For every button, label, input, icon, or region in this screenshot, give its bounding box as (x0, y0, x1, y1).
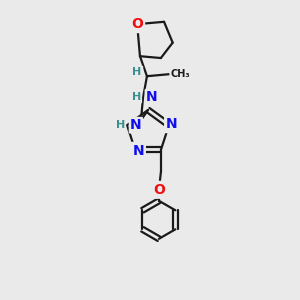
Text: N: N (130, 118, 142, 132)
Text: H: H (132, 92, 141, 102)
Text: N: N (132, 144, 144, 158)
Text: CH₃: CH₃ (171, 69, 190, 79)
Text: H: H (116, 120, 125, 130)
Text: N: N (166, 117, 178, 131)
Text: O: O (131, 17, 143, 31)
Text: O: O (153, 183, 165, 197)
Text: H: H (132, 67, 142, 77)
Text: N: N (146, 90, 158, 104)
